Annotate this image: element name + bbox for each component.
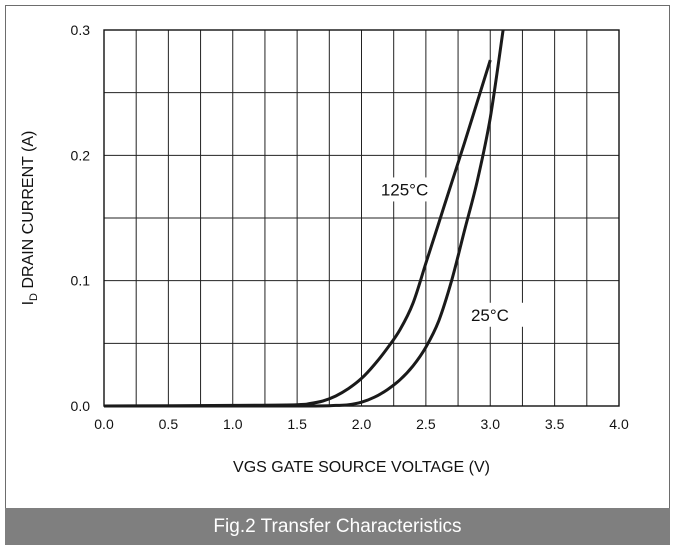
annotations: 125°C 25°C — [377, 177, 530, 327]
curve-label: 125°C — [381, 180, 428, 199]
y-axis-label-main: I — [20, 301, 37, 305]
x-tick-label: 3.5 — [545, 416, 565, 432]
y-axis-label: ID DRAIN CURRENT (A) — [20, 131, 40, 306]
y-axis-label-rest: DRAIN CURRENT (A) — [20, 131, 37, 293]
x-tick-label: 0.0 — [94, 416, 114, 432]
annotation-background — [467, 302, 530, 327]
figure-frame — [5, 5, 670, 545]
annotation-background — [377, 177, 440, 202]
x-tick-label: 4.0 — [609, 416, 629, 432]
series-line-25C — [103, 29, 505, 408]
y-tick-label: 0.0 — [71, 398, 91, 414]
x-tick-label: 2.5 — [416, 416, 436, 432]
x-axis-label: VGS GATE SOURCE VOLTAGE (V) — [233, 459, 490, 476]
x-tick-labels: 0.0 0.5 1.0 1.5 2.0 2.5 3.0 3.5 4.0 — [94, 416, 629, 432]
figure-caption: Fig.2 Transfer Characteristics — [213, 515, 462, 537]
x-tick-label: 2.0 — [352, 416, 372, 432]
y-tick-label: 0.3 — [71, 22, 91, 38]
y-axis-label-sub: D — [28, 293, 40, 301]
series-lines — [103, 29, 505, 408]
y-tick-label: 0.1 — [71, 273, 91, 289]
x-tick-label: 3.0 — [481, 416, 501, 432]
x-tick-label: 1.0 — [223, 416, 243, 432]
x-tick-label: 0.5 — [159, 416, 179, 432]
x-tick-label: 1.5 — [287, 416, 307, 432]
curve-label: 25°C — [471, 306, 509, 325]
y-tick-label: 0.2 — [71, 147, 91, 163]
grid — [104, 30, 619, 406]
series-line-125C — [103, 59, 492, 408]
caption-bar: Fig.2 Transfer Characteristics — [5, 508, 670, 545]
plot-border — [103, 29, 620, 407]
y-tick-labels: 0.0 0.1 0.2 0.3 — [71, 22, 91, 414]
